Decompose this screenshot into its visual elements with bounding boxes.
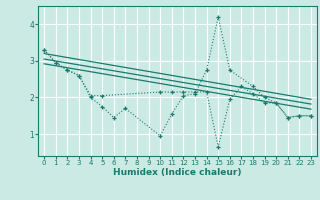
X-axis label: Humidex (Indice chaleur): Humidex (Indice chaleur): [113, 168, 242, 177]
